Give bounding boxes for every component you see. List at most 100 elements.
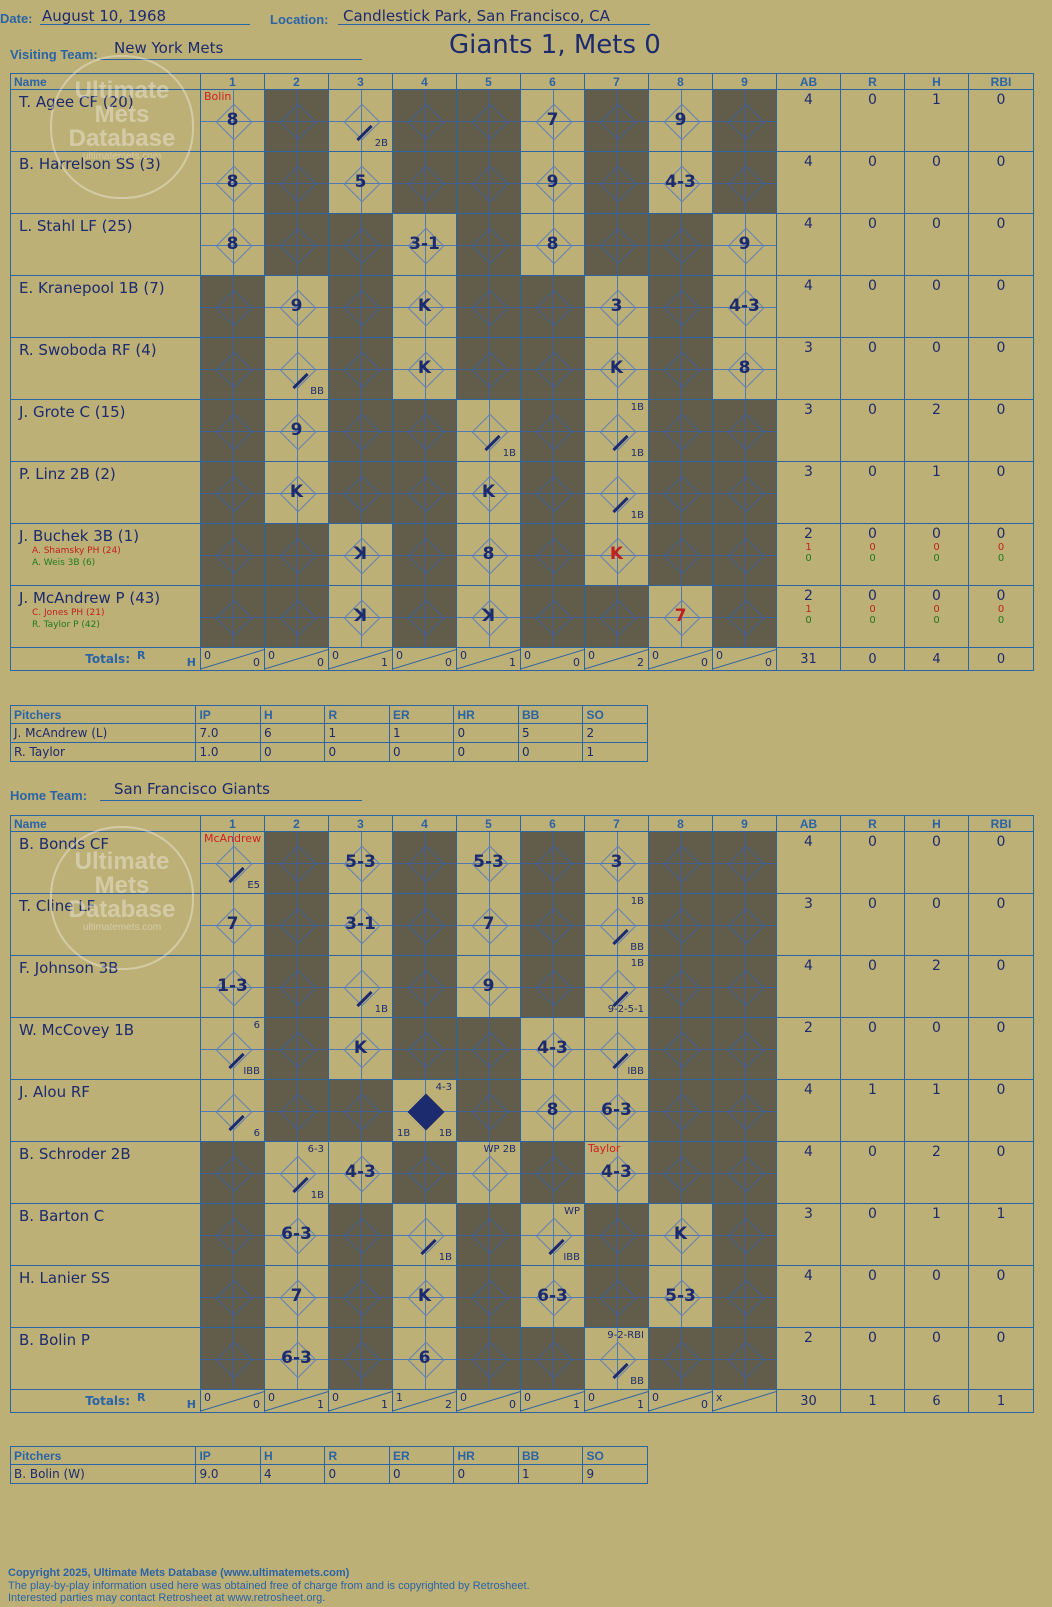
base-diamond [279,845,316,882]
stat-value: 3 [804,1206,813,1222]
substitute-stat: 0 [933,542,940,553]
reach-notation: 1B [374,1004,388,1015]
field-line-v [552,1328,554,1389]
inning-cell: 7 [520,89,585,152]
field-line-v [680,152,682,213]
base-diamond [343,1093,380,1130]
inning-runs: 0 [332,1391,339,1404]
base-diamond [215,475,252,512]
stat-value: 0 [868,896,877,912]
play-notation: 8 [546,233,559,254]
field-line-v [680,1204,682,1265]
inning-cell [392,955,457,1018]
play-notation: 8 [226,171,239,192]
base-diamond [343,227,380,264]
pitcher-row: B. Bolin (W) 9.0 4 0 0 0 1 9 [9,1464,648,1484]
base-diamond [535,351,572,388]
inning-cell [456,1017,521,1080]
inning-cell [648,955,713,1018]
inning-hits: 0 [253,1398,260,1411]
field-line-v [616,832,618,893]
location-underline [338,24,650,25]
inning-header-3: 3 [328,815,393,832]
player-name: B. Schroder 2B [19,1145,131,1163]
inning-cell: WP 2B [456,1141,521,1204]
inning-hits: 0 [573,656,580,669]
stat-value: 4 [804,834,813,850]
inning-cell: 6 [392,1327,457,1390]
substitute-stat: 0 [997,604,1005,615]
field-line-v [488,400,490,461]
pitchers-header-row: Pitchers IP H R ER HR BB SO [9,705,648,724]
stat-value: 0 [868,1330,877,1346]
play-notation: 9 [290,419,303,440]
field-line-v [296,956,298,1017]
player-name-cell: W. McCovey 1B [10,1017,201,1080]
stat-value: 0 [868,1206,877,1222]
stat-cell-ab: 4 [776,151,841,214]
stat-value: 0 [868,834,877,850]
inning-cell [264,1079,329,1142]
field-line-v [360,832,362,893]
inning-cell [712,585,777,648]
stat-value: 4 [804,92,813,108]
play-notation: K [609,357,624,378]
base-diamond [663,351,700,388]
field-line-v [680,90,682,151]
location-label: Location: [270,12,329,27]
play-notation: 4-3 [537,1037,568,1058]
field-line-v [296,1328,298,1389]
inning-cell [712,399,777,462]
inning-cell: 3-1 [392,213,457,276]
inning-cell: 4-3 Taylor [584,1141,649,1204]
inning-runs: 0 [204,1391,211,1404]
field-line-v [488,276,490,337]
player-row: W. McCovey 1B IBB 6 K 4-3 IBB 2 0 0 0 [10,1017,1034,1080]
reach-notation: BB [310,386,324,397]
inning-cell [520,523,585,586]
inning-runs: 0 [652,649,659,662]
play-notation: 9 [482,975,495,996]
field-line-v [616,1266,618,1327]
home-team-name: San Francisco Giants [114,780,270,798]
inning-cell [520,893,585,956]
pitching-stat-header: R [324,705,390,724]
stat-value: 0 [996,1268,1006,1284]
stat-value: 4 [804,216,813,232]
play-notation: K [481,481,496,502]
pitching-stat: 2 [582,723,648,743]
pitching-stat: 0 [324,1464,390,1484]
stat-cell-rbi: 1 [968,1203,1034,1266]
play-notation: 6-3 [281,1223,312,1244]
inning-cell [328,1203,393,1266]
field-line-v [680,338,682,399]
footer-contact: Interested parties may contact Retroshee… [8,1592,326,1604]
base-diamond [663,1341,700,1378]
inning-cell: K [392,1265,457,1328]
inning-cell [648,893,713,956]
inning-cell [648,1141,713,1204]
pitching-stat: 1 [582,742,648,762]
pitching-stat: 1.0 [195,742,261,762]
player-name-cell: J. Alou RF [10,1079,201,1142]
pitching-stat-header: IP [195,1446,261,1465]
inning-cell [264,89,329,152]
inning-cell [712,523,777,586]
field-line-v [552,1204,554,1265]
play-notation: 3 [610,295,623,316]
pitching-stat: 6 [259,723,326,743]
inning-cell [648,1327,713,1390]
play-notation: 5-3 [665,1285,696,1306]
stat-value: 0 [868,402,877,418]
inning-cell: 7 [456,893,521,956]
play-notation: K [673,1223,688,1244]
stat-cell-ab: 4 [776,213,841,276]
stat-header-r: R [840,815,905,832]
field-line-v [744,338,746,399]
stat-cell-ab: 4 [776,275,841,338]
field-line-v [360,276,362,337]
pitching-stat: 0 [453,723,519,743]
field-line-v [232,524,234,585]
